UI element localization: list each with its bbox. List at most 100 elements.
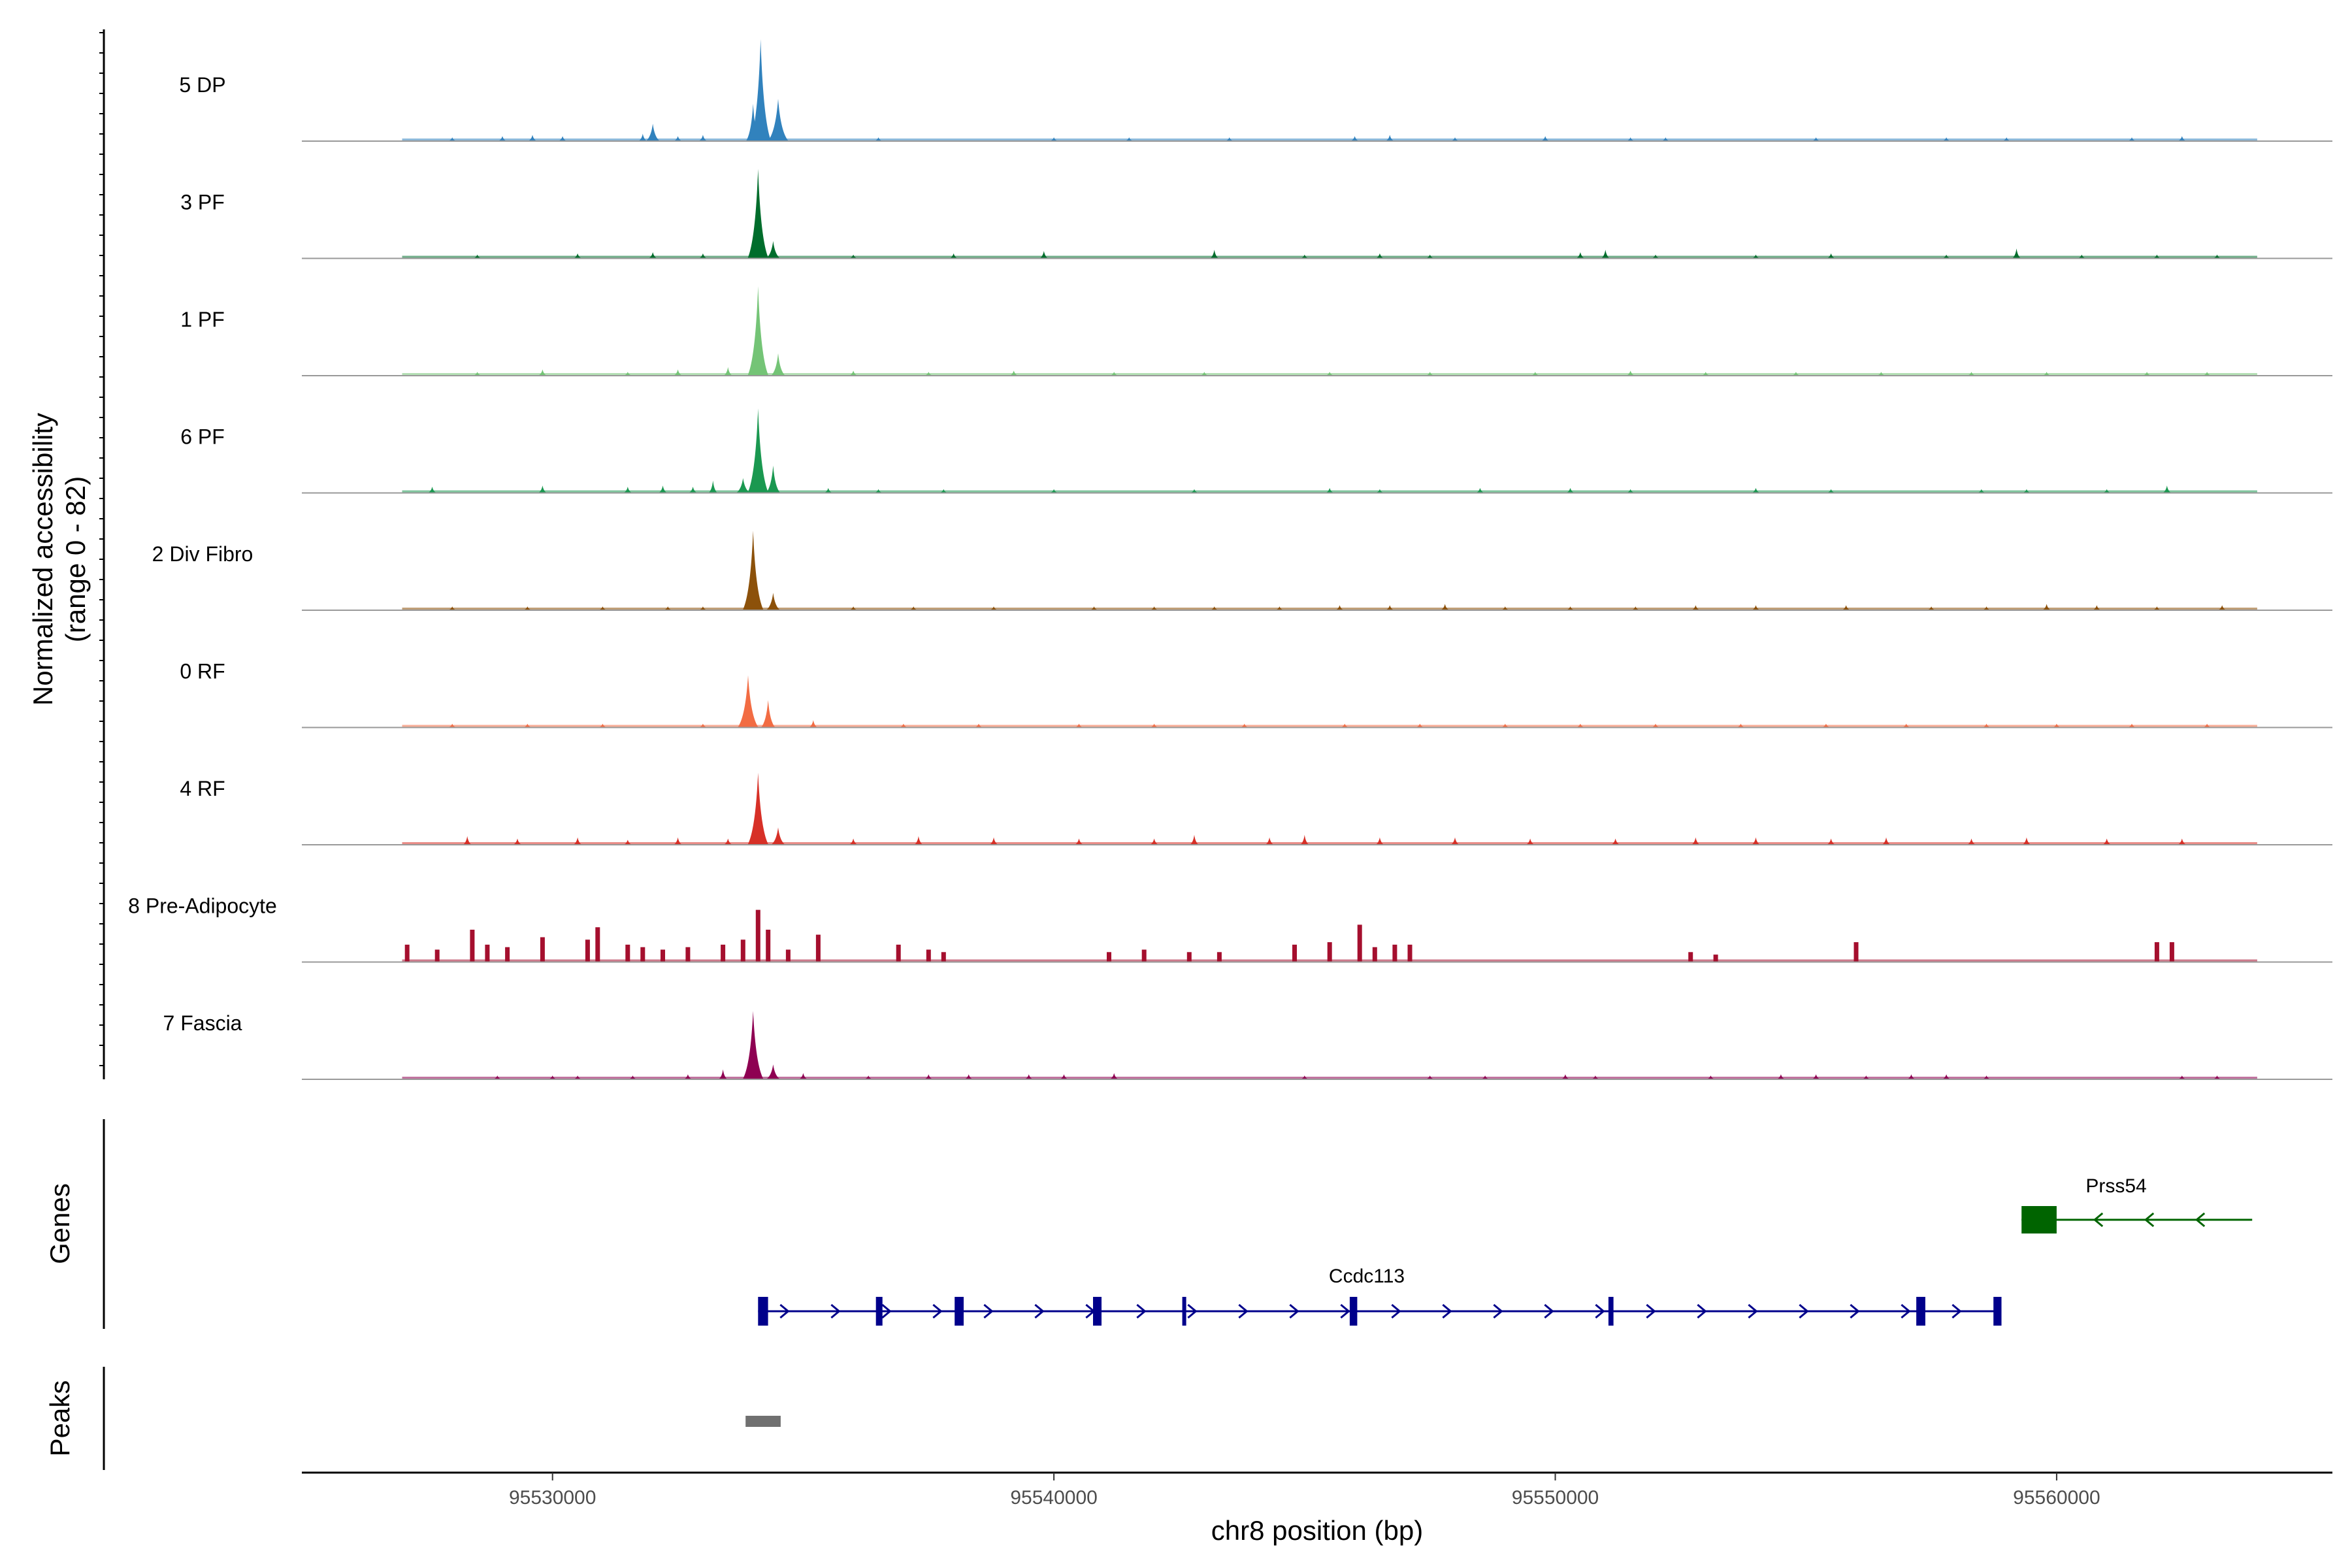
- gene-exon: [1182, 1297, 1186, 1326]
- genes-axis-title: Genes: [44, 1183, 75, 1264]
- coverage-peak: [573, 837, 583, 845]
- coverage-peak: [766, 593, 781, 610]
- strand-arrow: [1136, 1303, 1147, 1319]
- coverage-peak: [1357, 924, 1362, 962]
- coverage-peak: [1601, 250, 1610, 259]
- coverage-peak: [766, 240, 781, 259]
- coverage-peak: [485, 944, 490, 962]
- coverage-peak: [1375, 837, 1384, 845]
- coverage-peak: [427, 487, 437, 493]
- coverage-peak: [736, 478, 751, 493]
- strand-arrow: [1748, 1303, 1758, 1319]
- track-2-div-fibro: 2 Div Fibro: [152, 531, 2332, 611]
- coverage-peak: [434, 949, 440, 962]
- coverage-baseline-signal: [402, 959, 2257, 962]
- strand-arrow: [1646, 1303, 1656, 1319]
- strand-arrow: [1595, 1303, 1605, 1319]
- coverage-peak: [745, 103, 760, 141]
- track-label-3-pf: 3 PF: [180, 191, 225, 214]
- strand-arrow: [830, 1303, 841, 1319]
- coverage-baseline-signal: [402, 490, 2257, 493]
- coverage-peak: [1450, 837, 1460, 845]
- gene-label: Prss54: [2085, 1175, 2146, 1197]
- track-label-7-fascia: 7 Fascia: [163, 1011, 242, 1035]
- coverage-peak: [747, 169, 769, 259]
- strand-arrow: [1697, 1303, 1707, 1319]
- track-6-pf: 6 PF: [180, 408, 2332, 494]
- coverage-peak: [771, 353, 785, 376]
- strand-arrow: [2195, 1212, 2206, 1228]
- coverage-peak: [1610, 838, 1620, 845]
- coverage-peak: [2021, 837, 2031, 845]
- track-label-6-pf: 6 PF: [180, 425, 225, 449]
- x-tick-label: 95550000: [1512, 1487, 1599, 1509]
- x-tick-label: 95540000: [1010, 1487, 1097, 1509]
- coverage-peak: [1372, 947, 1377, 962]
- coverage-peak: [658, 485, 668, 493]
- coverage-peak: [1327, 942, 1332, 962]
- coverage-peak: [750, 39, 772, 141]
- coverage-peak: [849, 838, 858, 845]
- track-8-pre-adipocyte: 8 Pre-Adipocyte: [128, 894, 2332, 963]
- coverage-peak: [540, 937, 545, 962]
- coverage-peak: [538, 369, 547, 376]
- coverage-baseline-signal: [402, 255, 2257, 259]
- peaks-axis-title: Peaks: [44, 1380, 75, 1457]
- track-5-dp: 5 DP: [179, 39, 2332, 142]
- coverage-peak: [798, 1073, 808, 1079]
- coverage-peak: [747, 408, 769, 493]
- coverage-peak: [623, 487, 632, 493]
- x-axis-title: chr8 position (bp): [1211, 1515, 1424, 1546]
- strand-arrow: [1901, 1303, 1911, 1319]
- gene-exon: [1093, 1297, 1102, 1326]
- gene-annotation-track: Prss54 Ccdc113: [758, 1175, 2253, 1326]
- coverage-peak: [1751, 837, 1761, 845]
- gene-exon: [1916, 1297, 1925, 1326]
- coverage-peak: [505, 947, 510, 962]
- coverage-peak: [1039, 251, 1049, 259]
- coverage-peak: [673, 837, 683, 845]
- coverage-peak: [2162, 485, 2172, 493]
- coverage-peak: [1141, 949, 1147, 962]
- coverage-peak: [2169, 942, 2174, 962]
- coverage-peak: [771, 827, 785, 845]
- strand-arrow: [2144, 1212, 2155, 1228]
- coverage-peak: [1826, 838, 1836, 845]
- coverage-y-ticks: [99, 32, 104, 1066]
- coverage-peak: [1575, 252, 1585, 259]
- coverage-peak: [685, 947, 691, 962]
- strand-arrow: [1850, 1303, 1860, 1319]
- coverage-peak: [2042, 604, 2051, 610]
- track-4-rf: 4 RF: [180, 772, 2332, 845]
- strand-arrow: [1340, 1303, 1350, 1319]
- coverage-peak: [638, 133, 647, 141]
- coverage-peak: [1392, 944, 1397, 962]
- coverage-peak: [640, 947, 645, 962]
- gene-exon: [875, 1297, 883, 1326]
- coverage-peak: [661, 949, 665, 962]
- strand-arrow: [779, 1303, 790, 1319]
- coverage-peak: [673, 369, 683, 376]
- strand-arrow: [1187, 1303, 1198, 1319]
- coverage-peak: [688, 487, 698, 493]
- x-tick-label: 95530000: [509, 1487, 596, 1509]
- coverage-baseline-signal: [402, 608, 2257, 610]
- coverage-y-axis-range: (range 0 - 82): [60, 476, 91, 642]
- coverage-peak: [404, 944, 410, 962]
- coverage-peak: [463, 836, 472, 845]
- track-0-rf: 0 RF: [180, 660, 2332, 728]
- strand-arrow: [1034, 1303, 1045, 1319]
- coverage-peak: [760, 700, 776, 728]
- coverage-peak: [1190, 834, 1199, 845]
- coverage-peak: [766, 465, 781, 493]
- coverage-peak: [1209, 250, 1219, 259]
- coverage-peak: [1074, 838, 1084, 845]
- strand-arrow: [1544, 1303, 1554, 1319]
- coverage-peak: [708, 480, 718, 493]
- strand-arrow: [1238, 1303, 1249, 1319]
- coverage-baseline-signal: [402, 725, 2257, 728]
- track-1-pf: 1 PF: [180, 286, 2332, 376]
- peak-track: [745, 1416, 781, 1427]
- coverage-peak: [723, 838, 733, 845]
- strand-arrow: [932, 1303, 943, 1319]
